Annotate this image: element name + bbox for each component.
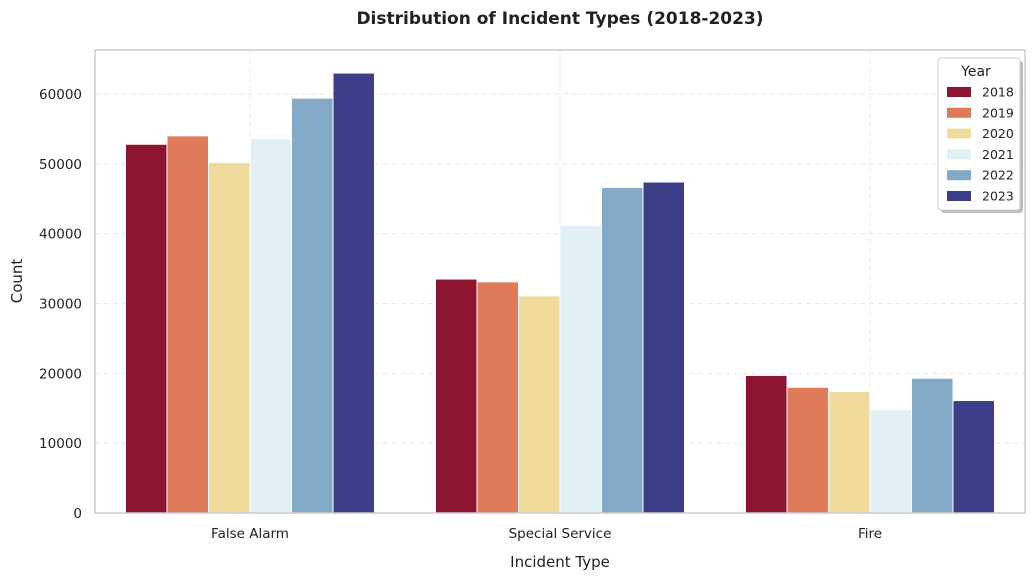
y-tick-label: 20000 bbox=[39, 366, 82, 382]
bar-2023-special-service bbox=[642, 181, 685, 514]
y-tick-label: 0 bbox=[73, 506, 82, 522]
bar-2019-fire bbox=[786, 386, 829, 514]
x-tick-label: Fire bbox=[858, 526, 882, 542]
bar-2018-false-alarm bbox=[125, 143, 168, 514]
bar-2022-special-service bbox=[601, 187, 644, 514]
bar-2023-fire bbox=[952, 400, 995, 514]
bars-layer bbox=[125, 72, 995, 514]
bar-2020-special-service bbox=[518, 295, 561, 514]
legend-swatch bbox=[947, 170, 971, 181]
bar-2022-false-alarm bbox=[291, 97, 334, 514]
bar-2021-special-service bbox=[559, 224, 602, 514]
bar-2023-false-alarm bbox=[332, 72, 375, 514]
legend-swatch bbox=[947, 149, 971, 160]
legend-label: 2022 bbox=[982, 168, 1014, 183]
plot-frame bbox=[94, 49, 1026, 514]
legend-swatch bbox=[947, 107, 971, 118]
bar-2020-false-alarm bbox=[208, 161, 251, 514]
bar-2022-fire bbox=[911, 377, 954, 514]
x-ticks: False Alarm Special Service Fire bbox=[211, 526, 882, 542]
x-tick-label: False Alarm bbox=[211, 526, 289, 542]
y-tick-label: 60000 bbox=[39, 87, 82, 103]
bar-2018-special-service bbox=[435, 278, 478, 514]
legend-label: 2023 bbox=[982, 189, 1014, 204]
x-tick-label: Special Service bbox=[509, 526, 612, 542]
legend-label: 2021 bbox=[982, 147, 1014, 162]
bar-2018-fire bbox=[745, 374, 788, 514]
y-tick-label: 40000 bbox=[39, 227, 82, 243]
y-ticks: 0 10000 20000 30000 40000 50000 60000 bbox=[39, 87, 82, 522]
bar-2019-false-alarm bbox=[166, 135, 209, 514]
x-axis-label: Incident Type bbox=[510, 553, 610, 571]
bar-2020-fire bbox=[828, 390, 871, 514]
bar-2021-fire bbox=[869, 409, 912, 514]
y-tick-label: 10000 bbox=[39, 436, 82, 452]
legend-swatch bbox=[947, 191, 971, 201]
legend-swatch bbox=[947, 128, 971, 139]
bar-2019-special-service bbox=[476, 281, 519, 514]
legend-items: 2018 2019 2020 2021 2022 2023 bbox=[947, 85, 1014, 204]
y-axis-label: Count bbox=[8, 259, 26, 304]
chart-title: Distribution of Incident Types (2018-202… bbox=[356, 9, 763, 29]
legend-label: 2020 bbox=[982, 126, 1014, 141]
y-tick-label: 30000 bbox=[39, 296, 82, 312]
legend-title: Year bbox=[960, 64, 991, 80]
legend-swatch bbox=[947, 87, 971, 97]
legend-label: 2019 bbox=[982, 105, 1014, 120]
legend-label: 2018 bbox=[982, 85, 1014, 100]
y-tick-label: 50000 bbox=[39, 157, 82, 173]
legend: Year 2018 2019 2020 2021 2022 2023 bbox=[937, 57, 1023, 213]
bar-2021-false-alarm bbox=[249, 138, 292, 514]
